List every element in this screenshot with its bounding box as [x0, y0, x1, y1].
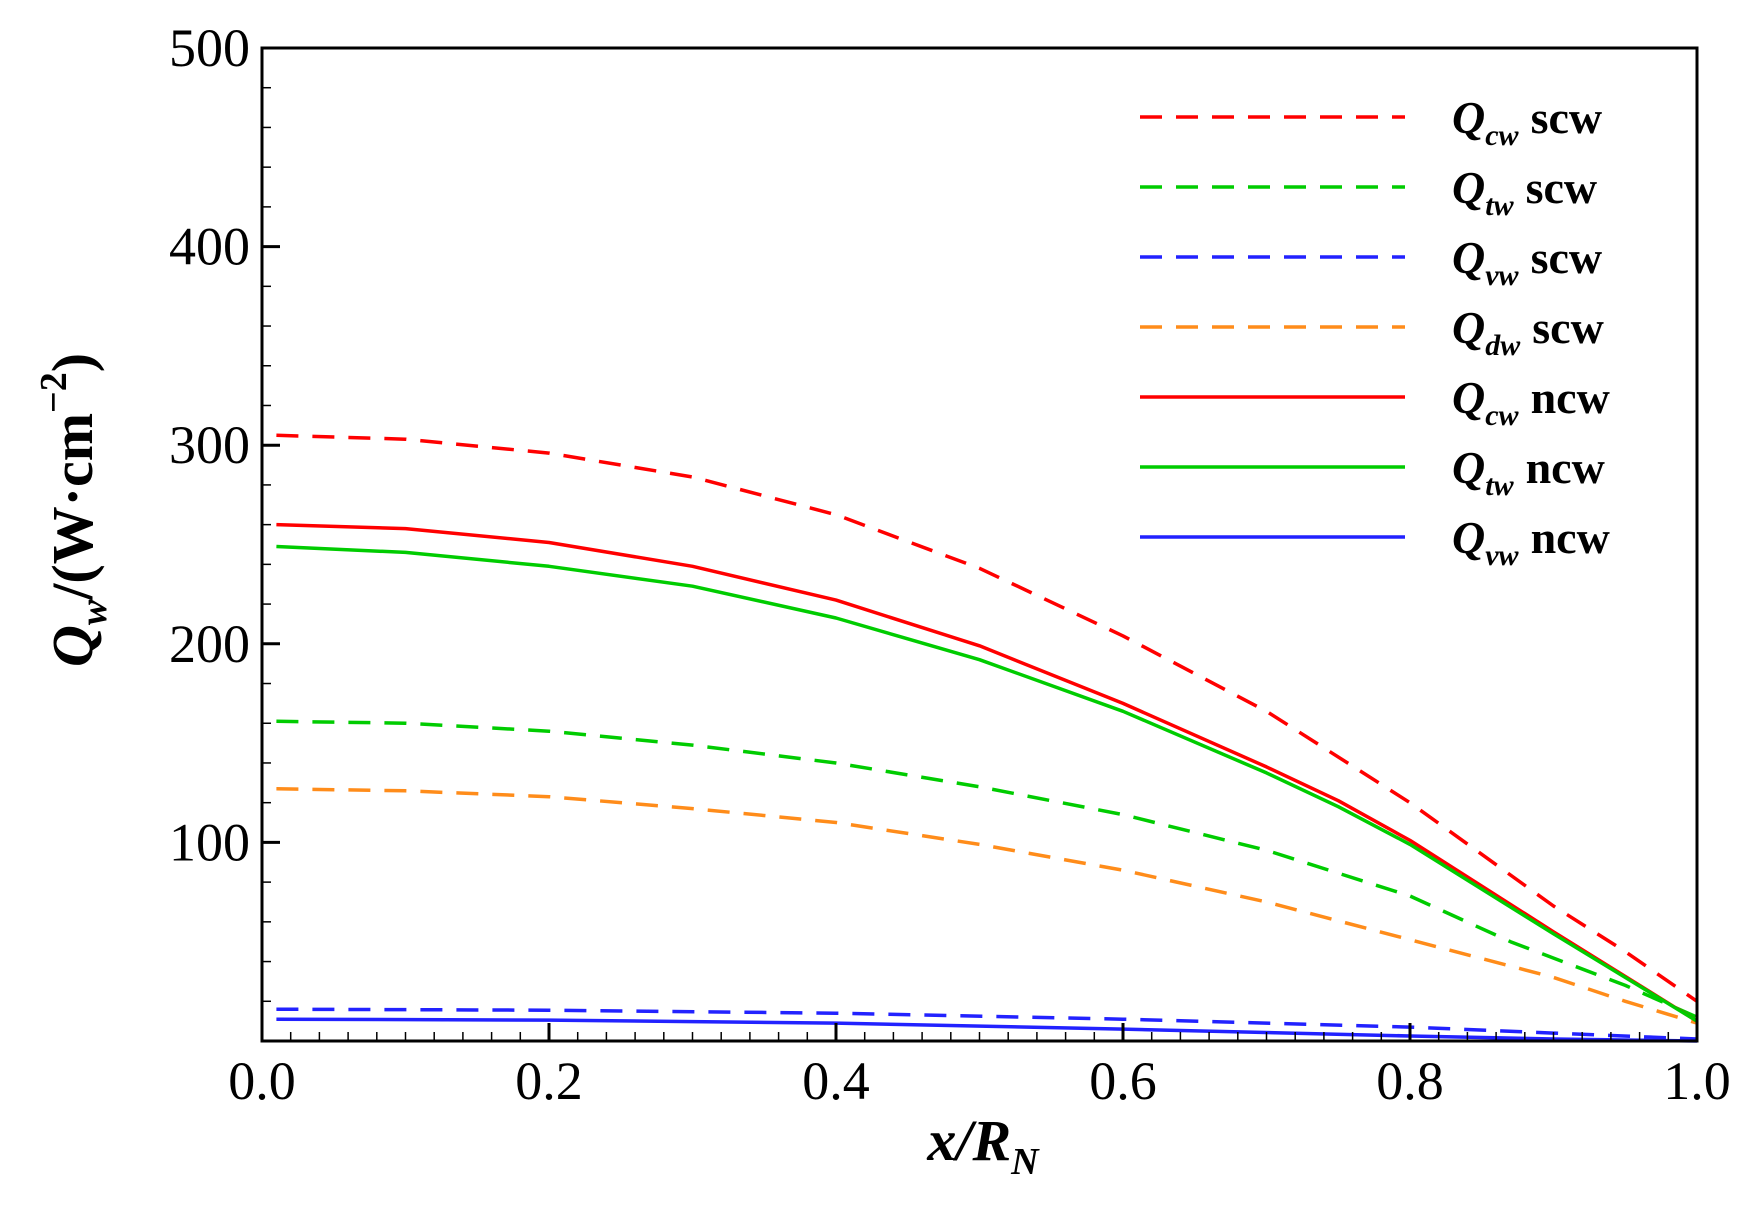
legend-label-tag: scw [1532, 302, 1604, 353]
x-tick-label: 0.4 [802, 1051, 870, 1111]
legend-label-sub: cw [1485, 119, 1519, 152]
legend-label-q: Q [1452, 372, 1485, 423]
legend-label-dw-scw: Qdw scw [1452, 302, 1604, 362]
legend-label-q: Q [1452, 232, 1485, 283]
y-tick-label: 300 [169, 415, 250, 475]
legend-label-q: Q [1452, 512, 1485, 563]
y-axis-title-unit: /(W·cm [40, 413, 105, 601]
series-line-dw-scw [276, 787, 1698, 1025]
legend-label-tag: scw [1531, 92, 1603, 143]
y-axis-title-close: ) [40, 353, 105, 372]
legend-label-tw-scw: Qtw scw [1452, 162, 1597, 222]
legend-label-tag: ncw [1526, 442, 1605, 493]
legend-label-cw-scw: Qcw scw [1452, 92, 1602, 152]
legend-label-tag: ncw [1531, 512, 1610, 563]
series-line-vw-scw [276, 1007, 1698, 1041]
x-axis-title-main: x/R [926, 1108, 1011, 1173]
x-tick-label: 0.8 [1376, 1051, 1444, 1111]
tick-labels-layer: 0.0 0.2 0.4 0.6 0.8 1.0 100 200 300 400 500 [169, 18, 1731, 1111]
legend-label-sub: tw [1485, 189, 1514, 222]
legend-label-sub: dw [1485, 329, 1521, 362]
legend-label-tag: scw [1526, 162, 1598, 213]
series-line-cw-ncw [276, 522, 1698, 1023]
legend-label-sub: vw [1485, 539, 1519, 572]
y-tick-label: 400 [169, 217, 250, 277]
series-line-cw-scw [276, 433, 1698, 1003]
y-tick-label: 500 [169, 18, 250, 78]
y-tick-label: 100 [169, 812, 250, 872]
legend-label-tw-ncw: Qtw ncw [1452, 442, 1605, 502]
x-tick-label: 0.6 [1089, 1051, 1157, 1111]
legend-label-q: Q [1452, 302, 1485, 353]
legend-label-vw-scw: Qvw scw [1452, 232, 1602, 292]
y-axis-title: Qw/(W·cm−2) [33, 353, 115, 667]
y-axis-title-sub: w [73, 599, 115, 625]
x-tick-label: 1.0 [1663, 1051, 1731, 1111]
legend-label-sub: tw [1485, 469, 1514, 502]
legend-label-vw-ncw: Qvw ncw [1452, 512, 1610, 572]
x-axis-title-sub: N [1010, 1141, 1040, 1183]
y-axis-title-q: Q [40, 625, 105, 667]
x-axis-title: x/RN [926, 1108, 1040, 1183]
series-line-tw-ncw [276, 544, 1698, 1023]
y-axis-title-exp: −2 [33, 372, 75, 413]
legend-label-tag: scw [1531, 232, 1603, 283]
legend-label-q: Q [1452, 442, 1485, 493]
legend-label-q: Q [1452, 92, 1485, 143]
x-tick-label: 0.2 [515, 1051, 583, 1111]
legend-label-sub: vw [1485, 259, 1519, 292]
series-line-tw-scw [276, 719, 1698, 1019]
legend-label-cw-ncw: Qcw ncw [1452, 372, 1610, 432]
y-tick-label: 200 [169, 614, 250, 674]
plot-frame [260, 46, 1699, 1043]
legend-label-tag: ncw [1531, 372, 1610, 423]
legend-label-q: Q [1452, 162, 1485, 213]
x-tick-label: 0.0 [228, 1051, 296, 1111]
legend-label-sub: cw [1485, 399, 1519, 432]
